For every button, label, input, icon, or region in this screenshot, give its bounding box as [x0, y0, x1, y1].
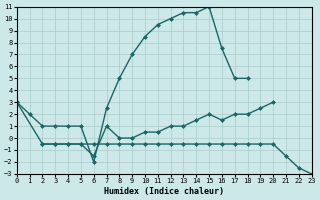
X-axis label: Humidex (Indice chaleur): Humidex (Indice chaleur): [104, 187, 224, 196]
